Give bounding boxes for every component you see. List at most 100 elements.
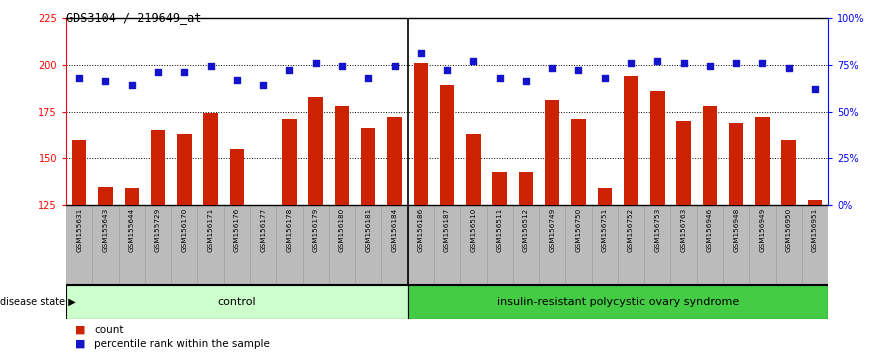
Text: GSM156171: GSM156171 — [208, 208, 213, 252]
Point — [388, 64, 402, 69]
Bar — [808, 200, 822, 205]
Text: GSM155643: GSM155643 — [102, 208, 108, 252]
Bar — [308, 97, 323, 205]
Text: GSM155729: GSM155729 — [155, 208, 161, 252]
Point — [572, 67, 586, 73]
Bar — [644, 205, 670, 285]
Bar — [93, 205, 119, 285]
Text: disease state ▶: disease state ▶ — [0, 297, 76, 307]
Bar — [618, 205, 644, 285]
Bar — [413, 63, 428, 205]
Bar — [519, 172, 533, 205]
Bar — [119, 205, 144, 285]
Bar — [204, 113, 218, 205]
Bar — [388, 117, 402, 205]
Text: GSM156512: GSM156512 — [523, 208, 529, 252]
Point — [729, 60, 744, 65]
Bar — [329, 205, 355, 285]
Point — [256, 82, 270, 88]
Text: GSM156949: GSM156949 — [759, 208, 766, 252]
Text: GSM156179: GSM156179 — [313, 208, 319, 252]
Bar — [466, 134, 481, 205]
Point — [545, 65, 559, 71]
Text: GSM156752: GSM156752 — [628, 208, 634, 252]
Bar — [781, 139, 796, 205]
Bar — [802, 205, 828, 285]
Text: ■: ■ — [75, 325, 89, 335]
Bar — [434, 205, 460, 285]
Bar — [755, 117, 770, 205]
Text: control: control — [218, 297, 256, 307]
Point — [440, 67, 455, 73]
Text: GSM156749: GSM156749 — [549, 208, 555, 252]
Text: GSM156951: GSM156951 — [812, 208, 818, 252]
Text: GSM156751: GSM156751 — [602, 208, 608, 252]
Bar — [440, 85, 455, 205]
Point — [703, 64, 717, 69]
Bar — [492, 172, 507, 205]
Text: insulin-resistant polycystic ovary syndrome: insulin-resistant polycystic ovary syndr… — [497, 297, 739, 307]
Text: GSM156510: GSM156510 — [470, 208, 477, 252]
Bar — [460, 205, 486, 285]
Bar — [177, 134, 191, 205]
Point — [99, 79, 113, 84]
Text: GSM156180: GSM156180 — [339, 208, 345, 252]
Text: GSM155644: GSM155644 — [129, 208, 135, 252]
Bar — [66, 205, 93, 285]
Bar — [282, 119, 297, 205]
Bar — [408, 285, 828, 319]
Bar — [355, 205, 381, 285]
Bar — [597, 188, 612, 205]
Point — [466, 58, 480, 64]
Point — [204, 64, 218, 69]
Bar — [566, 205, 592, 285]
Point — [72, 75, 86, 81]
Text: ■: ■ — [75, 339, 89, 349]
Bar — [124, 188, 139, 205]
Bar — [624, 76, 638, 205]
Text: GSM156184: GSM156184 — [391, 208, 397, 252]
Bar — [539, 205, 566, 285]
Point — [308, 60, 322, 65]
Bar — [592, 205, 618, 285]
Point — [151, 69, 165, 75]
Text: GSM156946: GSM156946 — [707, 208, 713, 252]
Text: GSM156511: GSM156511 — [497, 208, 503, 252]
Point — [492, 75, 507, 81]
Bar — [545, 100, 559, 205]
Bar — [729, 123, 744, 205]
Point — [519, 79, 533, 84]
Point — [361, 75, 375, 81]
Bar — [361, 129, 375, 205]
Point — [808, 86, 822, 92]
Text: GSM156178: GSM156178 — [286, 208, 292, 252]
Bar — [697, 205, 723, 285]
Bar — [99, 187, 113, 205]
Point — [177, 69, 191, 75]
Point — [677, 60, 691, 65]
Point — [125, 82, 139, 88]
Text: GSM156176: GSM156176 — [233, 208, 240, 252]
Text: GSM156750: GSM156750 — [575, 208, 581, 252]
Bar — [151, 130, 166, 205]
Text: GSM156170: GSM156170 — [181, 208, 188, 252]
Text: count: count — [94, 325, 123, 335]
Point — [335, 64, 349, 69]
Bar — [670, 205, 697, 285]
Bar — [408, 205, 434, 285]
Point — [650, 58, 664, 64]
Text: GSM156186: GSM156186 — [418, 208, 424, 252]
Bar — [277, 205, 302, 285]
Bar — [677, 121, 691, 205]
Text: GSM156181: GSM156181 — [366, 208, 371, 252]
Text: GSM156948: GSM156948 — [733, 208, 739, 252]
Point — [624, 60, 638, 65]
Bar — [230, 149, 244, 205]
Text: GSM156763: GSM156763 — [681, 208, 686, 252]
Bar — [335, 106, 349, 205]
Point — [414, 51, 428, 56]
Point — [230, 77, 244, 82]
Bar — [66, 285, 408, 319]
Bar — [171, 205, 197, 285]
Bar — [723, 205, 750, 285]
